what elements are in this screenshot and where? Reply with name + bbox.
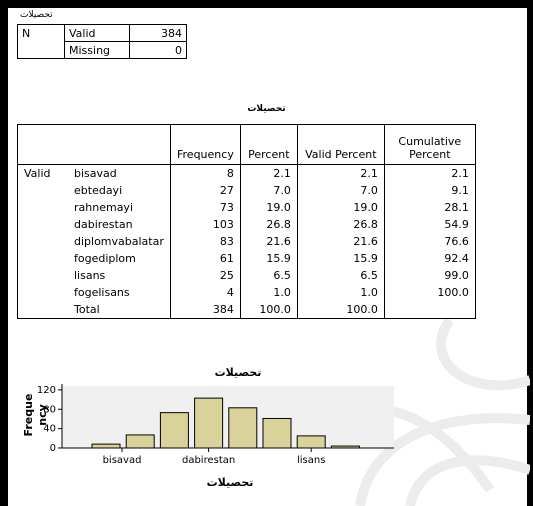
cell-valid-percent: 100.0 xyxy=(296,301,385,319)
background-watermark xyxy=(337,317,530,506)
table-row: fogelisans 4 1.0 1.0 100.0 xyxy=(17,284,476,301)
bar-dabirestan xyxy=(194,397,224,449)
header-frequency: Frequency xyxy=(170,124,241,165)
header-valid-percent: Valid Percent xyxy=(296,124,385,165)
table-row: Valid bisavad 8 2.1 2.1 2.1 xyxy=(17,164,476,182)
row-label: diplomvabalatar xyxy=(74,235,164,248)
cell-percent: 2.1 xyxy=(239,164,298,182)
chart-title: تحصیلات xyxy=(215,366,262,379)
bar-diplomvabalatar xyxy=(228,407,258,449)
group-cell xyxy=(17,233,68,250)
table-row: ebtedayi 27 7.0 7.0 9.1 xyxy=(17,182,476,199)
table-header-row: Frequency Percent Valid Percent Cumulati… xyxy=(17,124,476,165)
table-row: fogediplom 61 15.9 15.9 92.4 xyxy=(17,250,476,267)
row-label: Total xyxy=(68,301,171,319)
cell-frequency: 61 xyxy=(170,250,241,267)
group-label: Valid xyxy=(17,164,68,182)
x-tick-label-dabirestan: dabirestan xyxy=(182,455,235,466)
cell-cumulative: 2.1 xyxy=(383,164,476,182)
cell-valid-percent: 6.5 xyxy=(296,267,385,284)
group-cell xyxy=(17,301,68,319)
cell-percent: 26.8 xyxy=(239,216,298,233)
row-label: rahnemayi xyxy=(74,201,133,214)
chart-x-label: تحصیلات xyxy=(207,476,254,489)
cell-valid-percent: 21.6 xyxy=(296,233,385,250)
y-tick-label: 80 xyxy=(43,404,56,415)
n-label: N xyxy=(17,24,65,42)
group-cell xyxy=(17,284,68,301)
table-row: diplomvabalatar 83 21.6 21.6 76.6 xyxy=(17,233,476,250)
cell-percent: 6.5 xyxy=(239,267,298,284)
y-tick-label: 120 xyxy=(37,385,56,396)
group-cell xyxy=(17,267,68,284)
cell-valid-percent: 7.0 xyxy=(296,182,385,199)
cell-cumulative: 99.0 xyxy=(383,267,476,284)
bar-ebtedayi xyxy=(125,434,155,449)
row-label: bisavad xyxy=(74,167,117,180)
cell-percent: 7.0 xyxy=(239,182,298,199)
statistics-table: N Valid 384 Missing 0 xyxy=(17,24,187,59)
cell-cumulative xyxy=(383,301,476,319)
cell-cumulative: 9.1 xyxy=(383,182,476,199)
cell-percent: 100.0 xyxy=(239,301,298,319)
missing-value: 0 xyxy=(129,41,187,59)
table-row: lisans 25 6.5 6.5 99.0 xyxy=(17,267,476,284)
cell-cumulative: 54.9 xyxy=(383,216,476,233)
chart-y-label-line1: Freque xyxy=(22,394,35,437)
row-label: ebtedayi xyxy=(74,184,123,197)
y-tick-label: 0 xyxy=(50,443,56,454)
cell-frequency: 4 xyxy=(170,284,241,301)
frequency-table-title: تحصیلات xyxy=(247,104,286,114)
bar-fogediplom xyxy=(262,417,292,449)
x-tick-label-bisavad: bisavad xyxy=(103,455,142,466)
cell-percent: 21.6 xyxy=(239,233,298,250)
cell-frequency: 25 xyxy=(170,267,241,284)
frequency-table: Frequency Percent Valid Percent Cumulati… xyxy=(17,124,476,319)
bar-bisavad xyxy=(91,443,121,449)
bar-rahnemayi xyxy=(159,412,189,449)
cell-valid-percent: 19.0 xyxy=(296,199,385,216)
cell-frequency: 384 xyxy=(170,301,241,319)
statistics-title: تحصیلات xyxy=(20,10,53,20)
cell-cumulative: 28.1 xyxy=(383,199,476,216)
y-tick-label: 40 xyxy=(43,424,56,435)
group-cell xyxy=(17,216,68,233)
header-percent: Percent xyxy=(239,124,298,165)
cell-frequency: 27 xyxy=(170,182,241,199)
table-row: rahnemayi 73 19.0 19.0 28.1 xyxy=(17,199,476,216)
group-cell xyxy=(17,250,68,267)
cell-frequency: 73 xyxy=(170,199,241,216)
header-cumulative-percent: Cumulative Percent xyxy=(383,124,476,165)
group-cell xyxy=(17,199,68,216)
chart-y-label-line2: ncy xyxy=(36,404,49,426)
row-label: lisans xyxy=(74,269,106,282)
cell-valid-percent: 26.8 xyxy=(296,216,385,233)
cell-valid-percent: 1.0 xyxy=(296,284,385,301)
cell-percent: 15.9 xyxy=(239,250,298,267)
cell-valid-percent: 2.1 xyxy=(296,164,385,182)
row-label: dabirestan xyxy=(74,218,133,231)
missing-label: Missing xyxy=(64,41,130,59)
cell-cumulative: 92.4 xyxy=(383,250,476,267)
window-right-border xyxy=(527,0,533,506)
cell-percent: 19.0 xyxy=(239,199,298,216)
window-left-border xyxy=(0,0,8,506)
valid-value: 384 xyxy=(129,24,187,42)
window-top-border xyxy=(0,0,533,8)
row-label: fogelisans xyxy=(74,286,130,299)
cell-frequency: 103 xyxy=(170,216,241,233)
cell-frequency: 83 xyxy=(170,233,241,250)
group-cell xyxy=(17,182,68,199)
table-row: Total 384 100.0 100.0 xyxy=(17,301,476,319)
frequency-table-body: Valid bisavad 8 2.1 2.1 2.1 ebtedayi 27 7.0 7.0 9.… xyxy=(17,164,476,319)
cell-cumulative: 100.0 xyxy=(383,284,476,301)
cell-frequency: 8 xyxy=(170,164,241,182)
valid-label: Valid xyxy=(64,24,130,42)
row-label: fogediplom xyxy=(74,252,136,265)
cell-valid-percent: 15.9 xyxy=(296,250,385,267)
table-row: dabirestan 103 26.8 26.8 54.9 xyxy=(17,216,476,233)
cell-cumulative: 76.6 xyxy=(383,233,476,250)
cell-percent: 1.0 xyxy=(239,284,298,301)
